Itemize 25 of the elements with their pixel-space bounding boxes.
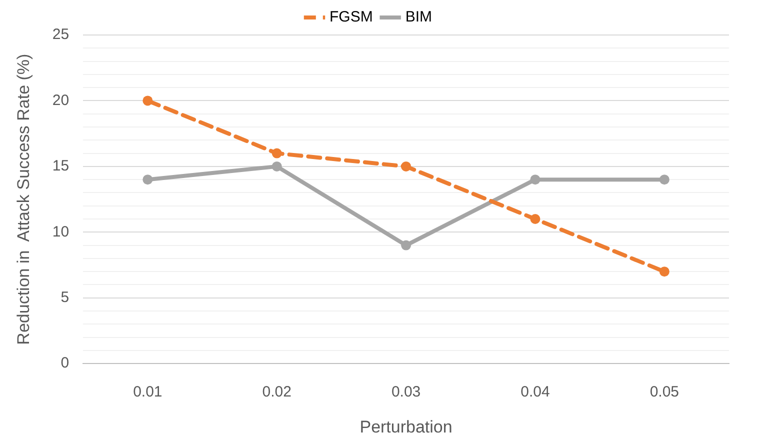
y-tick-label: 0 xyxy=(60,354,70,372)
x-tick-label: 0.03 xyxy=(391,384,421,401)
y-tick-label: 20 xyxy=(52,92,70,109)
point xyxy=(272,161,282,172)
legend-label: BIM xyxy=(405,8,432,26)
x-tick-label: 0.04 xyxy=(520,384,550,401)
point xyxy=(142,174,153,185)
point xyxy=(401,161,412,172)
x-tick-label: 0.01 xyxy=(133,384,162,401)
point xyxy=(530,174,540,185)
y-tick-label: 15 xyxy=(52,158,70,175)
point xyxy=(659,174,670,185)
x-axis-title: Perturbation xyxy=(360,417,452,436)
y-tick-label: 25 xyxy=(52,26,70,44)
y-tick-label: 10 xyxy=(52,223,70,240)
point xyxy=(659,266,670,277)
point xyxy=(142,96,153,106)
y-tick-label: 5 xyxy=(60,289,70,306)
x-tick-label: 0.05 xyxy=(650,384,680,401)
point xyxy=(272,148,282,158)
x-tick-label: 0.02 xyxy=(262,384,292,401)
point xyxy=(530,214,540,224)
legend-label: FGSM xyxy=(330,8,373,26)
point xyxy=(401,240,412,250)
y-axis-title: Reduction in Attack Success Rate (%) xyxy=(14,54,33,345)
